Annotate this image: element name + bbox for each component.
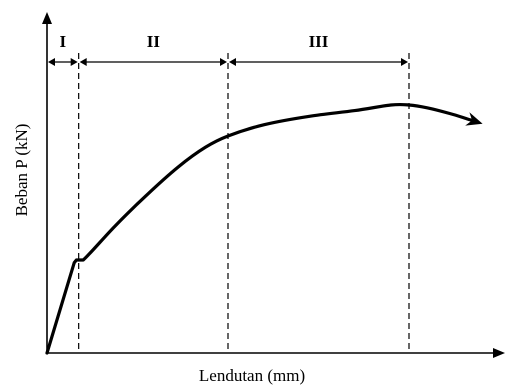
region-labels: I II III xyxy=(60,32,329,51)
region-label-2: II xyxy=(147,32,161,51)
region-label-1: I xyxy=(60,32,67,51)
region-span-arrow xyxy=(229,58,408,66)
region-span-arrowhead-right xyxy=(220,58,227,66)
y-axis-label: Beban P (kN) xyxy=(12,124,31,217)
x-axis-arrowhead xyxy=(493,348,505,358)
series-1-end-arrowhead xyxy=(465,112,483,126)
region-span-arrowhead-left xyxy=(48,58,55,66)
region-span-arrowhead-right xyxy=(70,58,78,66)
region-span-arrow xyxy=(79,58,227,66)
y-axis-arrowhead xyxy=(42,12,52,24)
region-span-arrows xyxy=(48,58,408,66)
axes xyxy=(42,12,505,358)
region-dividers xyxy=(78,53,410,353)
x-axis-label: Lendutan (mm) xyxy=(199,366,305,385)
series-group xyxy=(45,102,483,355)
region-span-arrowhead-left xyxy=(229,58,236,66)
series-1-line xyxy=(45,102,479,355)
region-span-arrow xyxy=(48,58,78,66)
region-span-arrowhead-right xyxy=(401,58,408,66)
region-span-arrowhead-left xyxy=(79,58,87,66)
region-label-3: III xyxy=(309,32,329,51)
